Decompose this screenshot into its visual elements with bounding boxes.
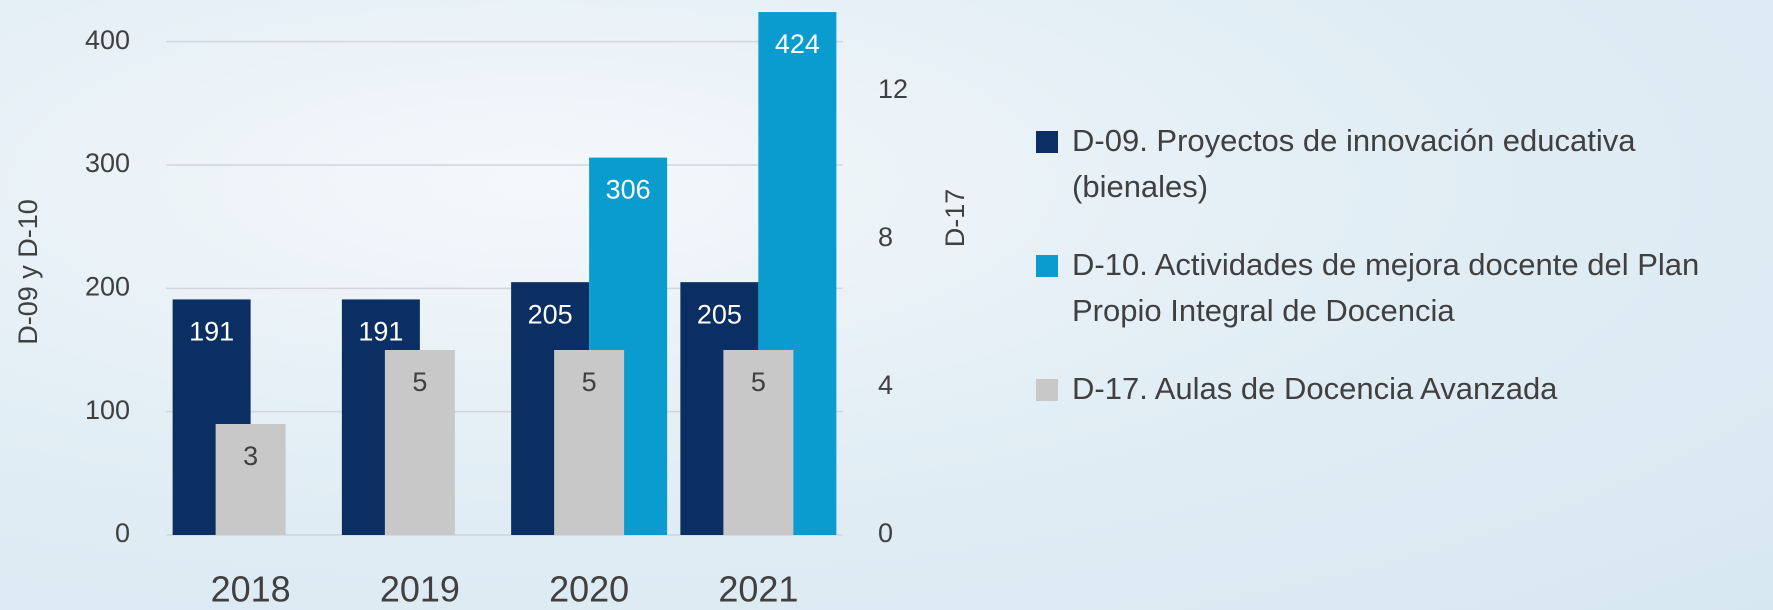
y-tick-label: 0 [115, 518, 130, 548]
legend-swatch [1036, 379, 1058, 401]
y2-tick-label: 12 [878, 74, 908, 104]
legend-swatch [1036, 131, 1058, 153]
x-tick-label: 2018 [211, 569, 291, 610]
y-tick-label: 100 [85, 395, 130, 425]
x-tick-label: 2021 [718, 569, 798, 610]
data-label: 3 [243, 441, 258, 471]
data-label: 306 [606, 175, 651, 205]
data-label: 205 [528, 299, 573, 329]
y-tick-label: 200 [85, 271, 130, 301]
y2-tick-label: 8 [878, 222, 893, 252]
data-label: 5 [412, 367, 427, 397]
y2-tick-label: 4 [878, 370, 893, 400]
data-label: 5 [582, 367, 597, 397]
data-label: 205 [697, 299, 742, 329]
x-tick-label: 2020 [549, 569, 629, 610]
page: D-09 y D-10 D-17 0 100 200 300 400 0 4 8 12 2018 2… [0, 0, 1773, 610]
legend-item: D-10. Actividades de mejora docente del … [1036, 242, 1756, 334]
legend: D-09. Proyectos de innovación educativa … [1036, 118, 1756, 444]
legend-label: D-10. Actividades de mejora docente del … [1072, 247, 1699, 328]
legend-label: D-09. Proyectos de innovación educativa … [1072, 123, 1636, 204]
legend-item: D-09. Proyectos de innovación educativa … [1036, 118, 1756, 210]
y2-tick-label: 0 [878, 518, 893, 548]
legend-swatch [1036, 255, 1058, 277]
data-label: 424 [775, 29, 820, 59]
legend-item: D-17. Aulas de Docencia Avanzada [1036, 366, 1756, 412]
legend-label: D-17. Aulas de Docencia Avanzada [1072, 371, 1557, 406]
data-label: 191 [358, 317, 403, 347]
x-tick-label: 2019 [380, 569, 460, 610]
data-label: 191 [189, 317, 234, 347]
y-tick-label: 400 [85, 25, 130, 55]
data-label: 5 [751, 367, 766, 397]
y-tick-label: 300 [85, 148, 130, 178]
y-axis-label: D-09 y D-10 [13, 199, 43, 345]
y2-axis-label: D-17 [940, 189, 970, 248]
